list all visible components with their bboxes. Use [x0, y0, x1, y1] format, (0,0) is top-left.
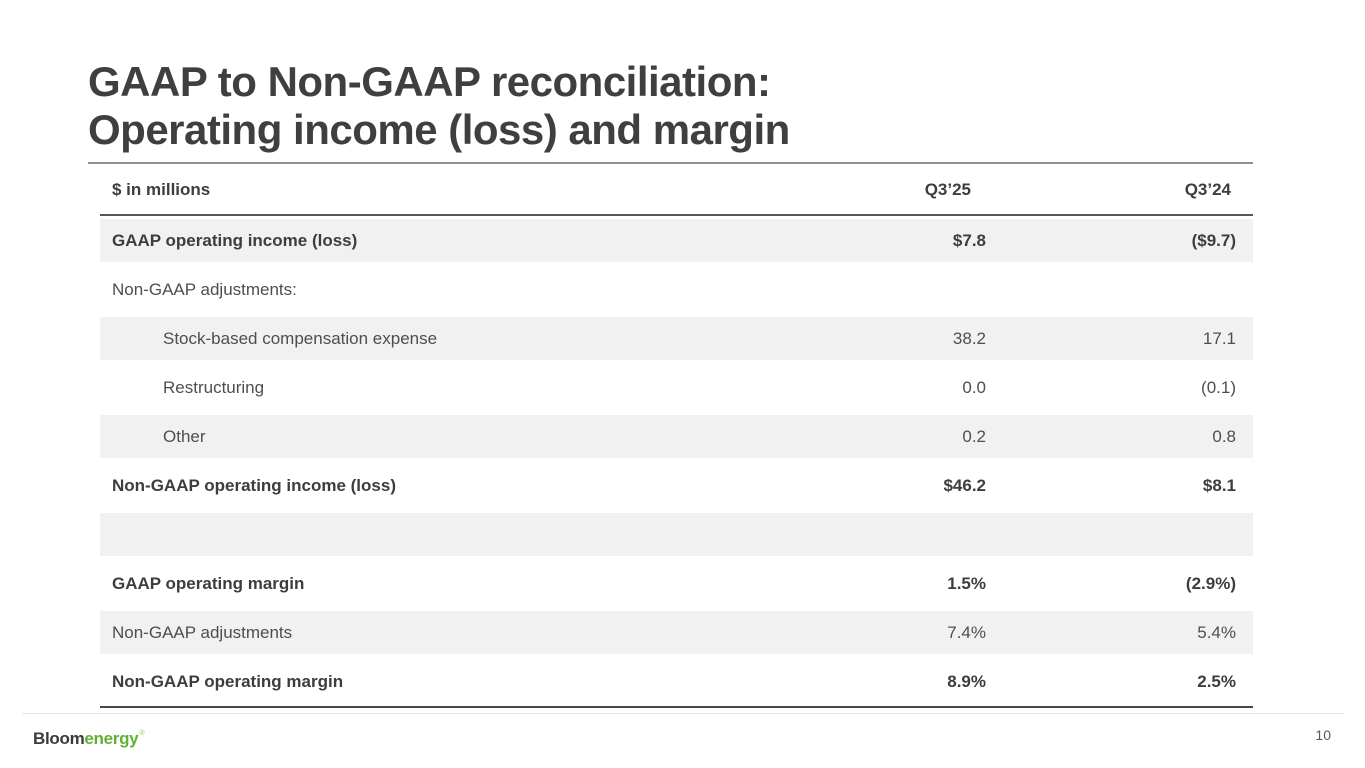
row-value-q324: 0.8 [1212, 426, 1236, 446]
row-value-q324: $8.1 [1202, 475, 1236, 495]
table-row: Non-GAAP adjustments: [100, 265, 1253, 314]
row-value-q324: 17.1 [1202, 328, 1236, 348]
table-row: Other 0.2 0.8 [100, 412, 1253, 461]
title-underline [88, 162, 1253, 164]
page-number: 10 [1315, 727, 1331, 743]
row-value-q325: 38.2 [952, 328, 986, 348]
table-header-row: $ in millions Q3’25 Q3’24 [100, 165, 1253, 216]
table-row: GAAP operating margin 1.5% (2.9%) [100, 559, 1253, 608]
table-row: Non-GAAP operating income (loss) $46.2 $… [100, 461, 1253, 510]
row-label: Non-GAAP operating margin [112, 671, 344, 691]
row-value-q325: 1.5% [947, 573, 986, 593]
row-label: Non-GAAP adjustments: [112, 279, 297, 299]
row-value-q325: $7.8 [952, 230, 986, 250]
table-row: Non-GAAP adjustments 7.4% 5.4% [100, 608, 1253, 657]
row-value-q324: ($9.7) [1191, 230, 1236, 250]
row-label: GAAP operating income (loss) [112, 230, 358, 250]
row-label: Non-GAAP adjustments [112, 622, 293, 642]
table-row [100, 510, 1253, 559]
column-header-q324: Q3’24 [1184, 179, 1231, 199]
table-body: GAAP operating income (loss) $7.8 ($9.7)… [100, 216, 1253, 708]
row-label: Restructuring [163, 377, 265, 397]
row-label: Stock-based compensation expense [163, 328, 438, 348]
row-label: GAAP operating margin [112, 573, 305, 593]
table-row: GAAP operating income (loss) $7.8 ($9.7) [100, 216, 1253, 265]
reconciliation-table: $ in millions Q3’25 Q3’24 GAAP operating… [100, 165, 1253, 708]
row-label: Other [163, 426, 206, 446]
row-value-q324: 5.4% [1197, 622, 1236, 642]
table-row: Restructuring 0.0 (0.1) [100, 363, 1253, 412]
title-line-2: Operating income (loss) and margin [88, 106, 790, 153]
bloom-energy-logo: Bloomenergy® [33, 729, 144, 749]
row-value-q325: $46.2 [943, 475, 986, 495]
footer-divider [22, 713, 1344, 714]
row-value-q324: (2.9%) [1185, 573, 1236, 593]
registered-trademark-icon: ® [139, 730, 145, 737]
row-value-q325: 7.4% [947, 622, 986, 642]
page-title: GAAP to Non-GAAP reconciliation: Operati… [88, 58, 790, 154]
logo-text-energy: energy [84, 729, 139, 748]
row-value-q324: 2.5% [1197, 671, 1236, 691]
row-value-q325: 0.2 [962, 426, 986, 446]
table-row: Non-GAAP operating margin 8.9% 2.5% [100, 657, 1253, 706]
column-header-q325: Q3’25 [924, 179, 971, 199]
row-value-q324: (0.1) [1201, 377, 1236, 397]
row-label: Non-GAAP operating income (loss) [112, 475, 396, 495]
logo-text-bloom: Bloom [33, 729, 85, 748]
table-row: Stock-based compensation expense 38.2 17… [100, 314, 1253, 363]
row-value-q325: 0.0 [962, 377, 986, 397]
unit-label: $ in millions [112, 179, 211, 199]
row-value-q325: 8.9% [947, 671, 986, 691]
title-line-1: GAAP to Non-GAAP reconciliation: [88, 58, 771, 105]
